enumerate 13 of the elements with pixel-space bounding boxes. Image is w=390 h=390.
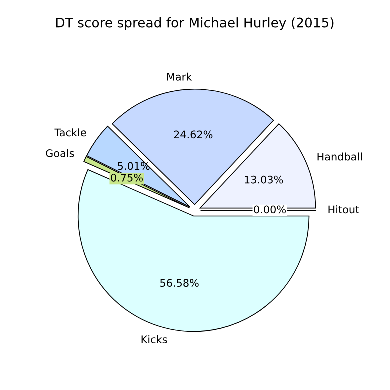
data-label: 5.01% [118,162,150,170]
chart-title: DT score spread for Michael Hurley (2015) [56,18,334,30]
slice-label: Handball [318,152,362,161]
category-label: Hitout [328,206,360,214]
data-label: 24.62% [174,130,213,139]
slice-label: Kicks [142,335,168,344]
slice-label: Tackle [54,128,86,137]
data-label: 0.75% [111,174,143,182]
slice-label: Goals [46,149,74,158]
text: 0.00% [254,206,286,214]
data-label: 56.58% [160,279,199,288]
slice-label: Mark [167,72,192,81]
data-label: 13.03% [245,176,284,184]
